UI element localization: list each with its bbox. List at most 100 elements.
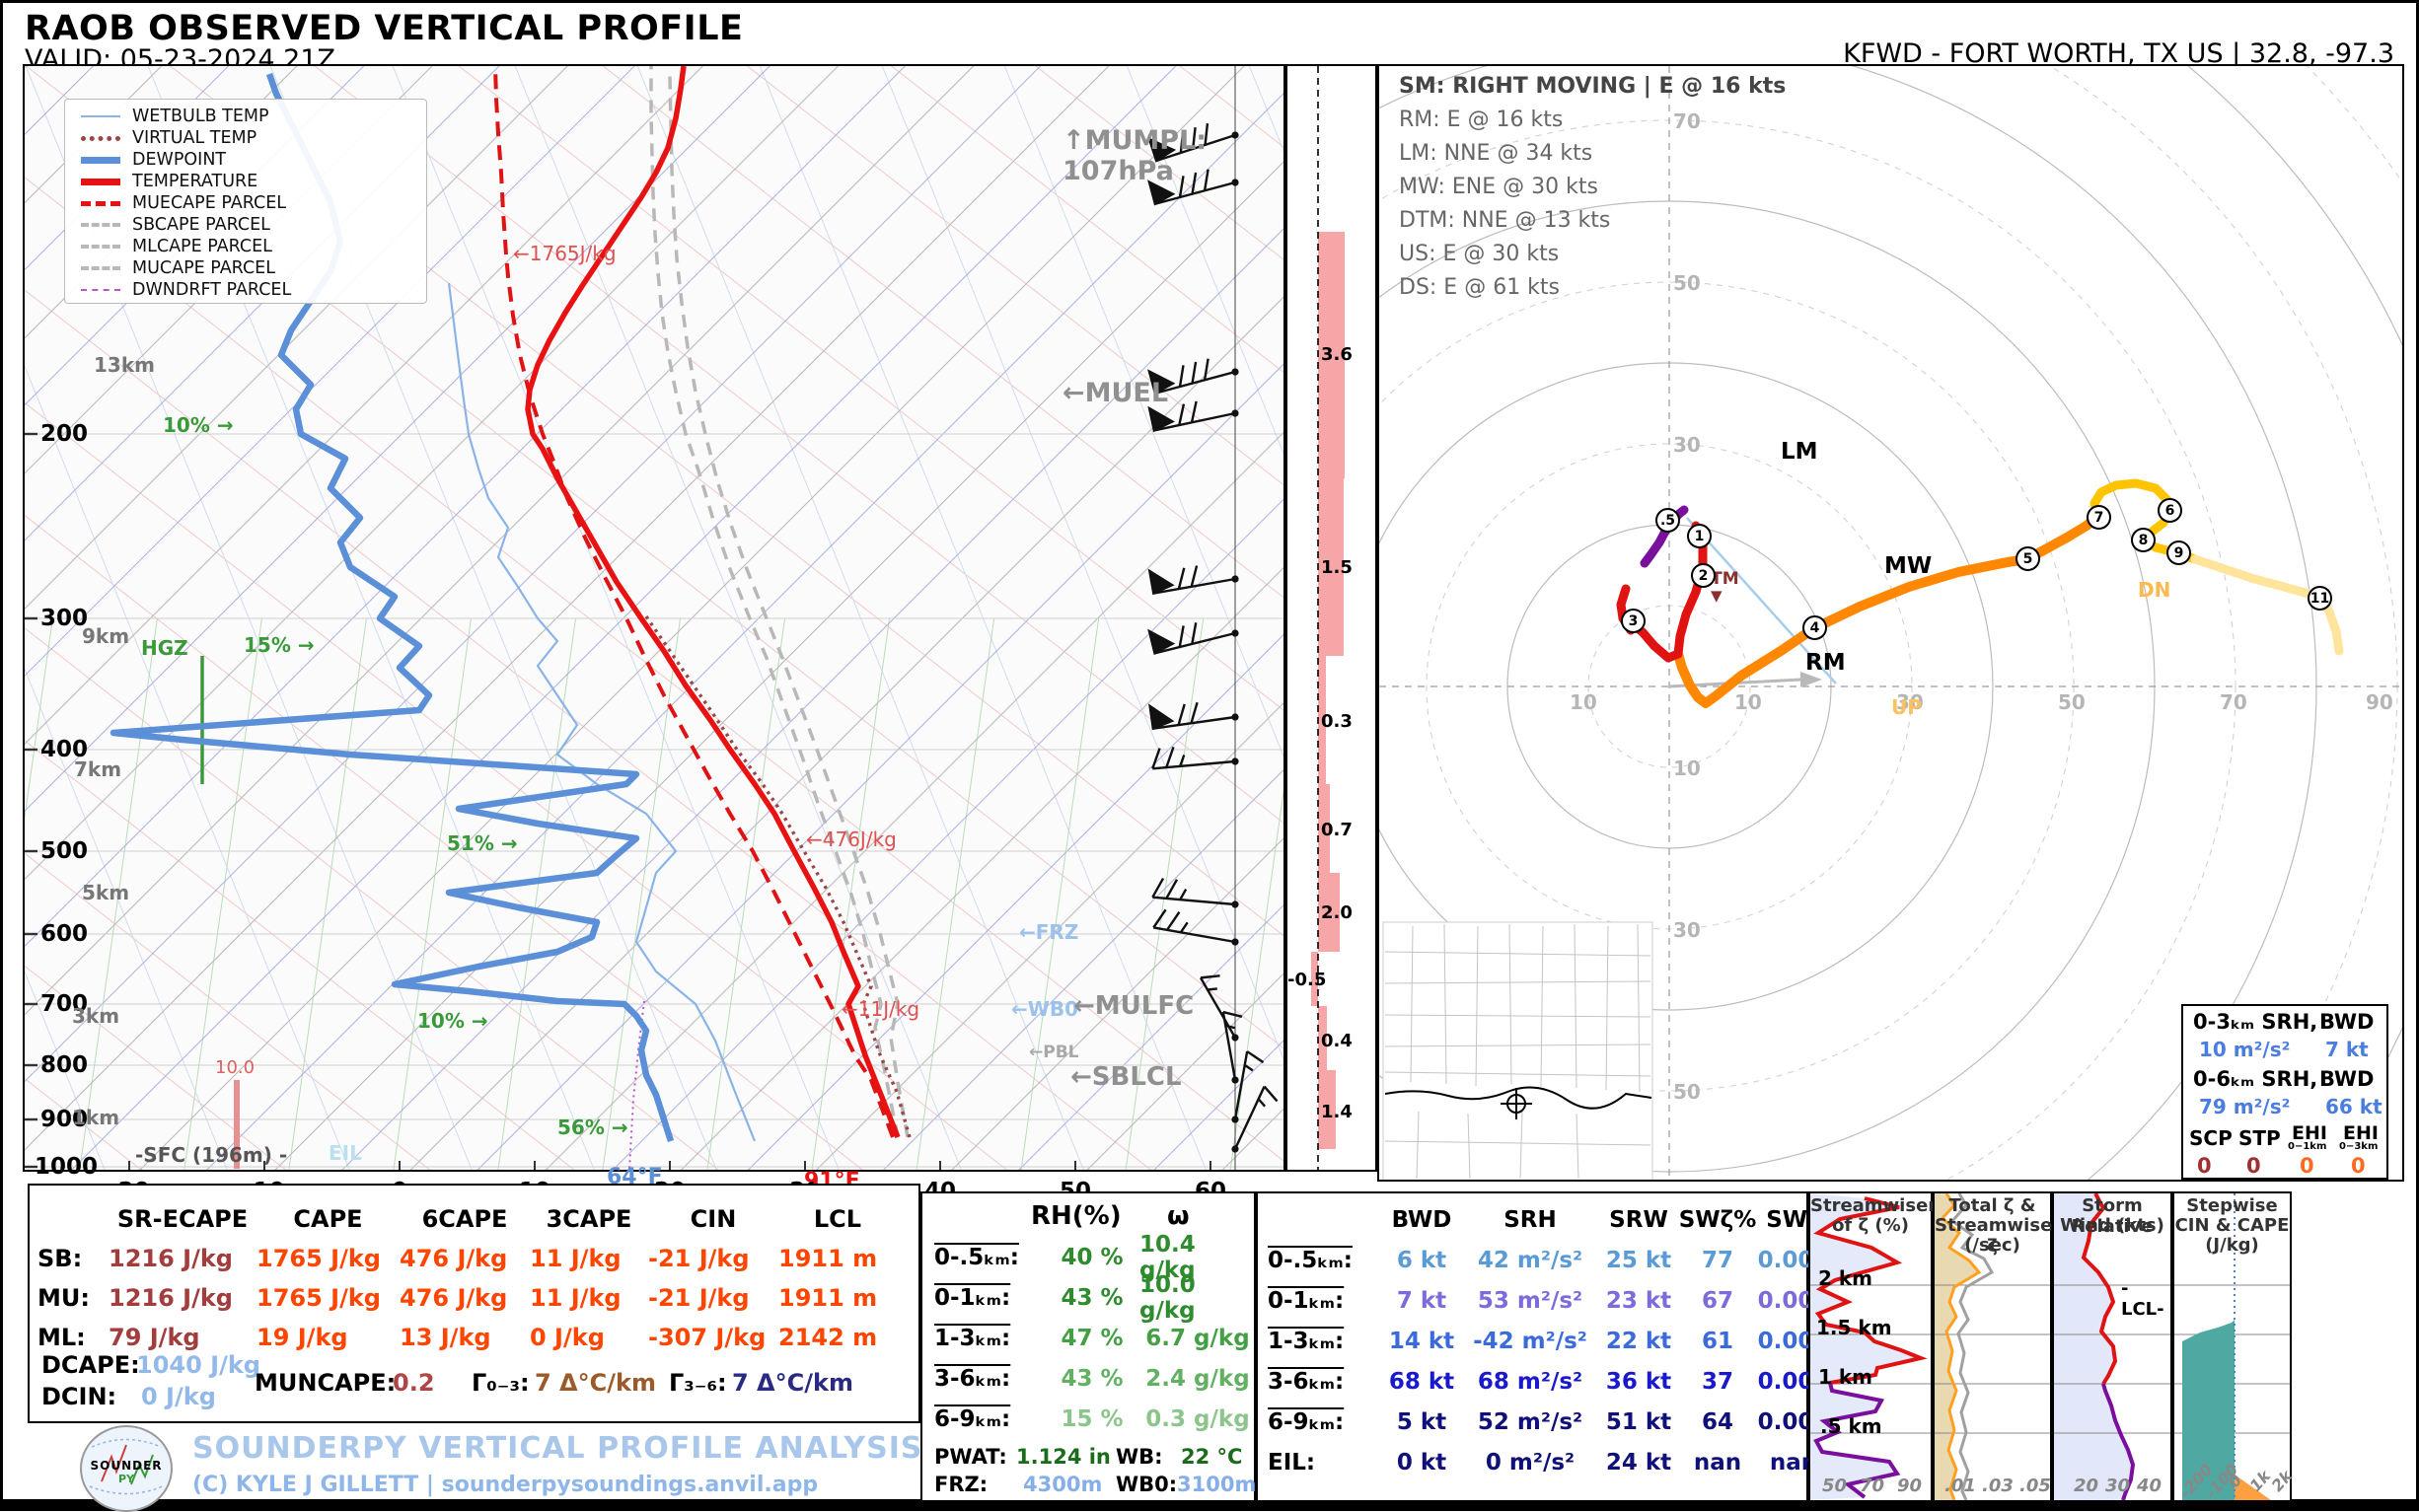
stepwise-panel: Stepwise CIN & CAPE (J/kg) -200 -100 0 1… bbox=[2172, 1191, 2296, 1502]
mw-label: MW bbox=[1884, 553, 1933, 579]
kin-row-label: EIL: bbox=[1268, 1449, 1316, 1476]
hodo-point-marker: 3 bbox=[1621, 609, 1646, 633]
footer-title: SOUNDERPY VERTICAL PROFILE ANALYSIS TOOL bbox=[192, 1431, 1028, 1466]
height-tag: 1.5 km bbox=[1816, 1316, 1892, 1339]
dn-label: DN bbox=[2138, 578, 2171, 602]
kin-cell: 61 bbox=[1701, 1328, 1733, 1354]
mw-line: MW: ENE @ 30 kts bbox=[1399, 175, 1598, 199]
streamwise-zeta-line bbox=[1940, 1193, 1982, 1500]
mlcape-parcel-curve bbox=[668, 75, 910, 1138]
legend-item: MUECAPE PARCEL bbox=[81, 192, 426, 214]
hodo-point-marker: 1 bbox=[1687, 524, 1712, 548]
pressure-label: 200 bbox=[40, 421, 89, 447]
kinematics-table: BWD SRH SRW SWζ% SWζ 0-.5ₖₘ: 6 kt 42 m²/… bbox=[1268, 1199, 1836, 1482]
bwd6-value: 66 kt bbox=[2325, 1095, 2382, 1118]
wb0-value: 3100m bbox=[1177, 1473, 1257, 1496]
kin-header: SRW bbox=[1609, 1206, 1668, 1233]
trace-05-3km bbox=[1628, 521, 1708, 663]
muel-label: ←MUEL bbox=[1063, 378, 1169, 408]
ring-label: 10 bbox=[1734, 690, 1762, 714]
ehi1-sub: 0−1km bbox=[2288, 1141, 2327, 1152]
pressure-label: 300 bbox=[40, 606, 89, 631]
dcape-label: DCAPE: bbox=[41, 1351, 140, 1379]
cin-fill bbox=[2182, 1320, 2235, 1500]
pressure-label: 600 bbox=[40, 921, 89, 947]
pressure-label: 800 bbox=[40, 1052, 89, 1078]
mlcape-swatch-icon bbox=[81, 245, 120, 249]
station-label: KFWD - FORT WORTH, TX US | 32.8, -97.3 bbox=[1843, 38, 2394, 69]
legend-label: SBCAPE PARCEL bbox=[132, 215, 270, 235]
sblcl-label: ←SBLCL bbox=[1070, 1062, 1182, 1092]
thermo-cell: 476 J/kg bbox=[400, 1245, 508, 1272]
rh-cell: 43 % bbox=[1061, 1284, 1124, 1311]
bar-value: 3.6 bbox=[1321, 344, 1353, 365]
thermo-header: 3CAPE bbox=[546, 1205, 632, 1233]
thermo-cell: 0 J/kg bbox=[530, 1324, 605, 1351]
thermo-cell: 79 J/kg bbox=[109, 1324, 200, 1351]
rh-cell: 47 % bbox=[1061, 1325, 1124, 1351]
ds-line: DS: E @ 61 kts bbox=[1399, 275, 1561, 300]
rh-panel: RH(%) ω 0-.5ₖₘ: 40 % 10.4 g/kg 0-1ₖₘ: 43… bbox=[920, 1191, 1256, 1502]
ehi3-header: EHI bbox=[2343, 1122, 2379, 1144]
thermo-cell: 1216 J/kg bbox=[109, 1245, 233, 1272]
rh-cell: 6.7 g/kg bbox=[1145, 1325, 1250, 1351]
virtual-temp-swatch-icon bbox=[81, 135, 120, 141]
cape-fill bbox=[2235, 1475, 2271, 1500]
ring-label: 50 bbox=[1673, 271, 1701, 295]
surface-label: -SFC (196m) - bbox=[135, 1143, 288, 1167]
footer-credit: (C) KYLE J GILLETT | sounderpysoundings.… bbox=[192, 1473, 819, 1497]
kin-cell: 14 kt bbox=[1388, 1328, 1455, 1354]
hodo-point-marker: 7 bbox=[2087, 505, 2111, 530]
srw-line-lower bbox=[2101, 1383, 2136, 1500]
wb0-row-label: WB0: bbox=[1116, 1473, 1178, 1496]
lm-line: LM: NNE @ 34 kts bbox=[1399, 141, 1593, 166]
srw-line-upper bbox=[2081, 1193, 2118, 1386]
kin-cell: 5 kt bbox=[1396, 1408, 1447, 1435]
kin-cell: 24 kt bbox=[1605, 1449, 1672, 1476]
pressure-label: 400 bbox=[40, 737, 89, 762]
thermo-cell: 2142 m bbox=[778, 1324, 878, 1351]
kin-cell: 42 m²/s² bbox=[1477, 1247, 1583, 1273]
ring-label: 70 bbox=[2220, 690, 2247, 714]
thermo-cell: 1911 m bbox=[778, 1245, 878, 1272]
kin-cell: -42 m²/s² bbox=[1473, 1328, 1587, 1354]
height-tag: .5 km bbox=[1820, 1414, 1882, 1438]
sbcape-swatch-icon bbox=[81, 223, 120, 227]
kin-cell: 25 kt bbox=[1605, 1247, 1672, 1273]
sounderpy-logo: SOUNDER PY bbox=[80, 1425, 173, 1512]
x-axis-ticks bbox=[128, 1161, 1211, 1170]
ring-label: 30 bbox=[1673, 918, 1701, 942]
bar-value: 1.5 bbox=[1321, 557, 1353, 578]
legend-item: TEMPERATURE bbox=[81, 171, 426, 192]
kin-cell: 0 m²/s² bbox=[1485, 1449, 1576, 1476]
kin-cell: 36 kt bbox=[1605, 1368, 1672, 1395]
rh-cell: 40 % bbox=[1061, 1244, 1124, 1270]
kin-cell: 51 kt bbox=[1605, 1408, 1672, 1435]
gamma03-value: 7 Δ°C/km bbox=[535, 1369, 656, 1397]
thermo-cell: 13 J/kg bbox=[400, 1324, 491, 1351]
kin-cell: 52 m²/s² bbox=[1477, 1408, 1583, 1435]
streamwiseness-line-lower bbox=[1813, 1382, 1901, 1499]
frz-row-label: FRZ: bbox=[934, 1473, 989, 1496]
thermo-cell: -21 J/kg bbox=[648, 1245, 750, 1272]
dewpoint-swatch-icon bbox=[81, 156, 120, 164]
logo-text-top: SOUNDER bbox=[90, 1459, 163, 1473]
ring-label: 70 bbox=[1673, 109, 1701, 133]
rh-cell: 15 % bbox=[1061, 1405, 1124, 1432]
srh3-value: 10 m²/s² bbox=[2199, 1038, 2291, 1061]
thermo-cell: 476 J/kg bbox=[400, 1284, 508, 1312]
up-label: UP bbox=[1891, 695, 1922, 719]
muecape-parcel-curve bbox=[493, 66, 895, 1138]
legend-item: MUCAPE PARCEL bbox=[81, 257, 426, 279]
gamma36-value: 7 Δ°C/km bbox=[732, 1369, 853, 1397]
total-zeta-line bbox=[1949, 1193, 1995, 1500]
kin-header: BWD bbox=[1391, 1206, 1452, 1233]
hodo-point-marker: .5 bbox=[1655, 508, 1680, 533]
frz-label: ←FRZ bbox=[1019, 920, 1079, 944]
srh6-label: 0-6ₖₘ SRH, bbox=[2193, 1067, 2318, 1091]
x-tick: .03 bbox=[1982, 1476, 2014, 1496]
legend-label: DWNDRFT PARCEL bbox=[132, 280, 292, 300]
pwat-value: 1.124 in bbox=[1016, 1445, 1111, 1469]
kin-cell: 22 kt bbox=[1605, 1328, 1672, 1354]
kin-cell: 64 bbox=[1701, 1408, 1733, 1435]
